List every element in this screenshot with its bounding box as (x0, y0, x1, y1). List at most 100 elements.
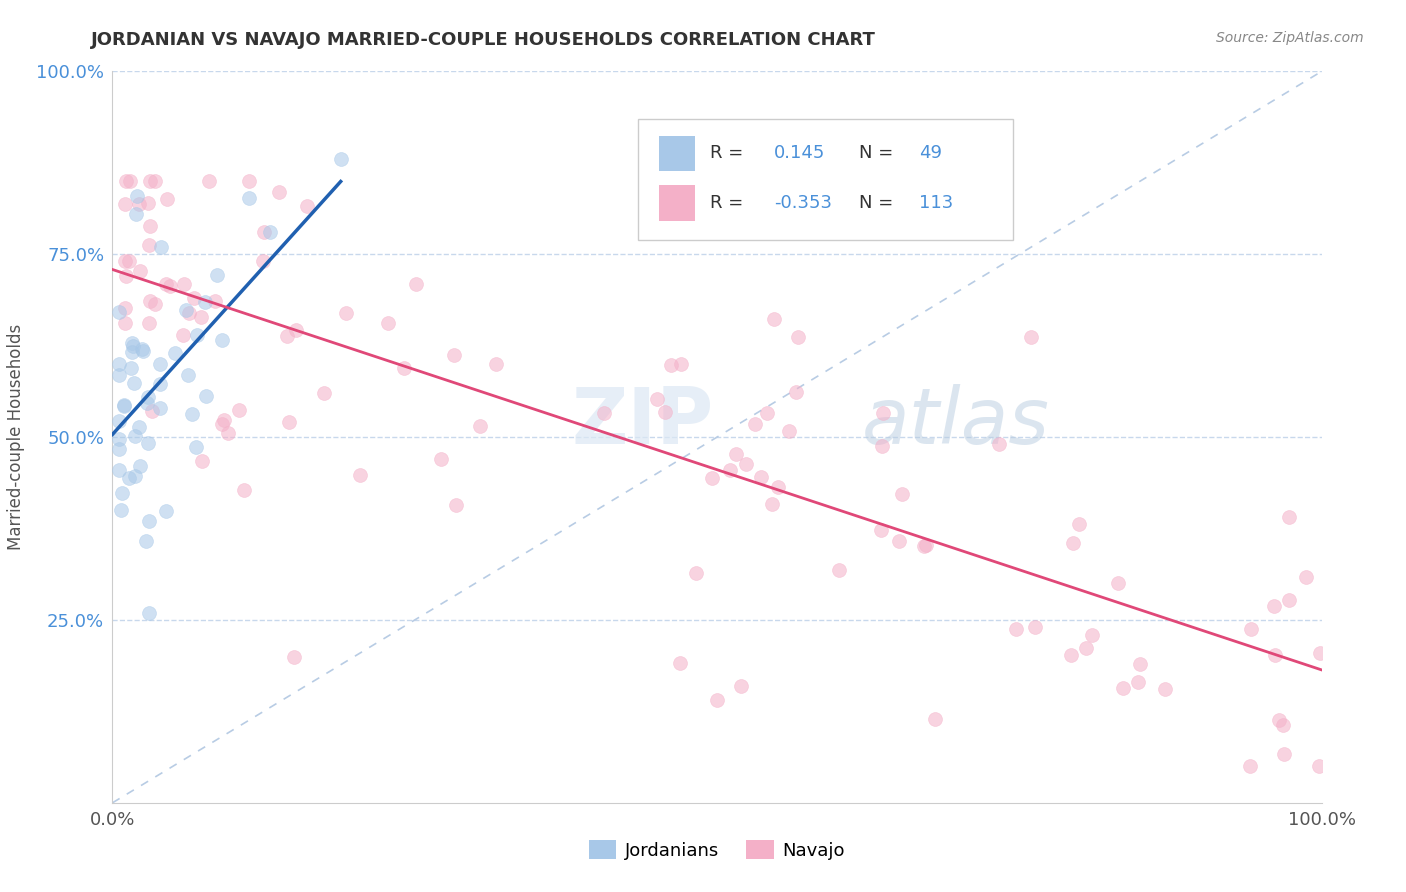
Text: atlas: atlas (862, 384, 1050, 460)
Point (283, 649, 305, 664)
Point (212, 413, 235, 427)
Point (110, 503, 132, 517)
Point (107, 357, 129, 371)
Point (1308, 759, 1330, 773)
Point (114, 316, 136, 330)
Point (870, 439, 893, 453)
FancyBboxPatch shape (638, 119, 1014, 240)
Point (107, 414, 129, 428)
Point (1295, 570, 1317, 584)
Point (377, 316, 399, 330)
Point (1264, 648, 1286, 663)
Point (1005, 622, 1028, 636)
Point (744, 417, 766, 431)
Text: 49: 49 (920, 145, 942, 162)
Legend: Jordanians, Navajo: Jordanians, Navajo (582, 833, 852, 867)
Point (1278, 593, 1301, 607)
Point (284, 323, 307, 337)
Point (269, 185, 291, 199)
Point (232, 483, 254, 498)
Point (1263, 599, 1285, 614)
Point (1154, 682, 1177, 697)
Text: 113: 113 (920, 194, 953, 212)
Point (645, 392, 668, 406)
Point (139, 219, 162, 233)
Point (180, 407, 202, 421)
Point (1019, 330, 1042, 344)
Point (276, 329, 298, 343)
Point (172, 328, 194, 343)
Point (763, 312, 786, 326)
Point (349, 468, 371, 483)
Point (184, 440, 207, 454)
Point (138, 174, 160, 188)
Text: JORDANIAN VS NAVAJO MARRIED-COUPLE HOUSEHOLDS CORRELATION CHART: JORDANIAN VS NAVAJO MARRIED-COUPLE HOUSE… (91, 31, 876, 49)
Point (149, 376, 172, 391)
Point (1112, 681, 1135, 695)
Point (118, 174, 141, 188)
Point (669, 657, 692, 671)
Bar (659, 186, 696, 220)
Text: R =: R = (710, 194, 749, 212)
Point (720, 462, 742, 476)
Point (190, 310, 212, 325)
Point (159, 279, 181, 293)
Point (827, 563, 849, 577)
Point (191, 454, 214, 468)
Point (238, 191, 260, 205)
Point (730, 679, 752, 693)
Text: R =: R = (710, 145, 749, 162)
Point (155, 504, 177, 518)
Point (138, 317, 160, 331)
Point (155, 277, 177, 291)
Point (138, 606, 160, 620)
Point (1278, 510, 1301, 524)
Point (724, 448, 747, 462)
Point (131, 342, 153, 356)
Point (735, 457, 758, 471)
Point (179, 305, 201, 319)
Point (135, 533, 157, 548)
Point (143, 174, 166, 188)
Point (128, 419, 150, 434)
Point (1062, 536, 1084, 550)
Point (988, 437, 1011, 451)
Point (444, 498, 467, 512)
Point (1074, 641, 1097, 656)
Point (143, 296, 166, 310)
Point (111, 486, 134, 500)
Y-axis label: Married-couple Households: Married-couple Households (7, 324, 25, 550)
Point (253, 225, 276, 239)
Point (1272, 747, 1295, 761)
Point (118, 253, 141, 268)
Point (121, 345, 143, 359)
Point (252, 254, 274, 268)
Point (392, 360, 415, 375)
Point (107, 442, 129, 457)
Point (149, 401, 172, 416)
Point (1067, 517, 1090, 532)
Point (141, 404, 163, 418)
Point (915, 538, 938, 552)
Point (114, 301, 136, 315)
Point (1129, 657, 1152, 672)
Point (114, 197, 136, 211)
Point (136, 196, 159, 211)
Point (430, 452, 453, 467)
Point (136, 390, 159, 404)
Point (468, 419, 491, 434)
Point (122, 339, 145, 353)
Point (924, 712, 946, 726)
Point (173, 277, 195, 292)
Point (778, 424, 800, 438)
Point (1128, 675, 1150, 690)
Point (1272, 718, 1295, 732)
Point (138, 514, 160, 528)
Point (405, 277, 427, 291)
Point (115, 269, 138, 284)
Point (278, 415, 301, 429)
Point (314, 386, 336, 401)
Point (125, 207, 148, 221)
Point (107, 305, 129, 319)
Point (128, 197, 150, 211)
